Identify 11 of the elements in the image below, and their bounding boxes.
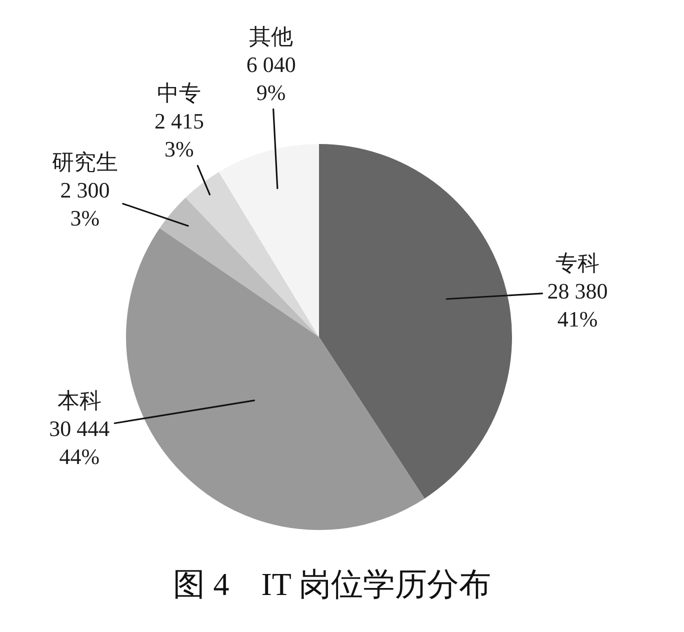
slice-label: 中专 (157, 80, 202, 106)
slice-label: 其他 (249, 24, 294, 50)
data-label: 6 040 9% (246, 52, 296, 106)
slice-label: 本科 (57, 388, 102, 413)
slice-label: 研究生 (52, 150, 118, 175)
data-label: 30 444 44% (49, 416, 110, 469)
data-label: 2 415 3% (154, 108, 204, 162)
slice-label: 专科 (555, 250, 600, 276)
text: 图 4 IT 岗位学历分布 (173, 566, 491, 602)
data-label: 28 380 41% (547, 278, 608, 332)
data-label: 2 300 3% (60, 178, 110, 231)
